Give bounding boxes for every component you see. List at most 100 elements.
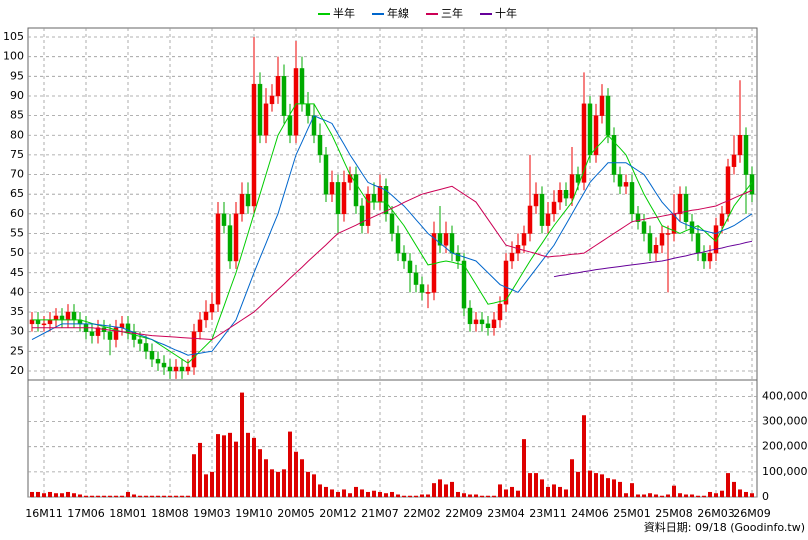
candle-body [467,307,473,325]
volume-bar [450,481,454,497]
candle-body [425,292,431,294]
volume-bar [390,491,394,497]
candle-body [611,135,617,175]
candle-body [167,366,173,372]
candle-body [95,327,101,336]
volume-bar [126,491,130,497]
candle-body [149,351,155,360]
y-tick-label: 50 [10,246,24,259]
y-tick-label: 105 [3,30,24,43]
candle-body [191,331,197,368]
x-tick-label: 26M09 [733,507,771,520]
volume-bar [660,495,664,497]
candle-body [545,213,551,226]
candle-body [623,182,629,187]
volume-bar [138,495,142,497]
candle-body [587,103,593,156]
volume-bar [438,479,442,497]
candle-body [503,260,509,305]
candle-body [551,201,557,215]
candle-body [569,174,575,199]
volume-bar [342,489,346,497]
candle-body [335,182,341,215]
y2-tick-label: 100,000 [762,465,808,478]
candle-body [605,95,611,136]
candle-body [329,182,335,195]
volume-bar [348,493,352,497]
y-tick-label: 85 [10,109,24,122]
candle-body [47,319,53,325]
candle-body [287,115,293,136]
volume-bar [492,495,496,497]
volume-bar [414,495,418,497]
volume-bar [456,491,460,497]
volume-bar [186,495,190,497]
volume-bar [486,495,490,497]
candle-body [695,233,701,254]
volume-bar [30,491,34,497]
volume-bar [510,486,514,497]
candle-body [449,233,455,254]
x-tick-label: 18M08 [151,507,189,520]
candle-body [323,154,329,195]
volume-bar [600,474,604,497]
candle-body [593,115,599,156]
candle-body [485,323,491,329]
candle-body [419,284,425,293]
candle-body [719,213,725,226]
volume-bar [378,491,382,497]
y-tick-label: 95 [10,69,24,82]
volume-bar [42,493,46,497]
volume-bar [366,491,370,497]
volume-bar [696,495,700,497]
volume-bar [234,441,238,497]
volume-bar [300,459,304,497]
footer: 資料日期: 09/18 (Goodinfo.tw) [644,520,805,534]
candle-body [509,252,515,262]
candle-body [71,311,77,321]
volume-bar [636,494,640,497]
candle-body [539,193,545,226]
volume-bar [168,495,172,497]
x-tick-label: 21M07 [361,507,399,520]
volume-bar [312,474,316,497]
volume-bar [612,479,616,497]
volume-bar [444,484,448,497]
volume-bar [264,459,268,497]
y-tick-label: 25 [10,344,24,357]
volume-bar [504,489,508,497]
volume-bar [546,486,550,497]
volume-bar [522,439,526,497]
y-tick-label: 30 [10,325,24,338]
x-tick-label: 25M01 [613,507,651,520]
candle-body [143,343,149,352]
volume-bar [588,470,592,497]
candle-body [137,339,143,344]
candle-body [701,252,707,262]
y2-tick-label: 0 [762,490,769,503]
candle-body [341,182,347,215]
volume-bar [66,491,70,497]
volume-bar [60,493,64,497]
candle-body [383,186,389,215]
volume-bar [96,495,100,497]
ma-line [31,114,753,356]
candle-body [407,260,413,274]
y-tick-label: 75 [10,148,24,161]
volume-bar [630,483,634,497]
volume-bar [144,495,148,497]
volume-bar [294,451,298,497]
x-tick-label: 20M05 [277,507,315,520]
volume-bar [570,459,574,497]
y-tick-label: 40 [10,285,24,298]
volume-bar [114,495,118,497]
x-tick-label: 23M11 [529,507,567,520]
volume-bar [252,437,256,497]
volume-bar [108,495,112,497]
candle-body [629,182,635,215]
x-tick-label: 24M06 [571,507,609,520]
volume-bar [216,434,220,497]
volume-bar [426,494,430,497]
volume-bar [462,493,466,497]
volume-bar [594,473,598,497]
